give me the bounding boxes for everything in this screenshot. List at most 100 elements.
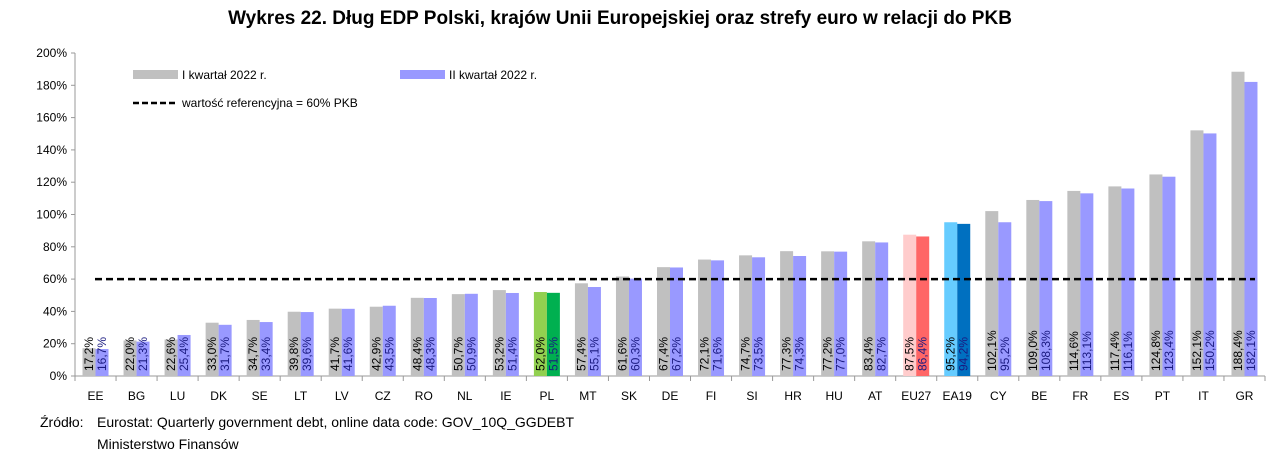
- data-label: 150,2%: [1203, 330, 1217, 371]
- x-tick-label: IT: [1198, 389, 1209, 403]
- bar-IE-s1: [492, 290, 506, 376]
- legend-label-q1: I kwartał 2022 r.: [182, 68, 267, 82]
- data-label: 74,7%: [739, 337, 753, 371]
- x-tick-label: HR: [784, 389, 802, 403]
- y-tick-label: 80%: [43, 240, 67, 254]
- data-label: 108,3%: [1039, 330, 1053, 371]
- bar-HU-s2: [834, 251, 848, 376]
- bar-LU-s1: [164, 339, 178, 376]
- bar-AT-s2: [875, 242, 889, 376]
- legend-label-q2: II kwartał 2022 r.: [449, 68, 537, 82]
- bar-SK-s2: [628, 278, 642, 376]
- bar-SK-s1: [615, 276, 629, 376]
- data-label: 152,1%: [1190, 330, 1204, 371]
- bar-CY-s1: [985, 211, 999, 376]
- bar-RO-s2: [423, 297, 437, 376]
- x-tick-label: HU: [825, 389, 842, 403]
- data-label: 25,4%: [177, 337, 191, 371]
- source-line-1: Eurostat: Quarterly government debt, onl…: [97, 414, 575, 430]
- bar-IE-s2: [505, 292, 519, 376]
- data-label: 114,6%: [1067, 331, 1081, 371]
- x-tick-label: EU27: [901, 389, 931, 403]
- bar-MT-s1: [574, 283, 588, 376]
- data-label: 48,3%: [423, 337, 437, 371]
- data-label: 95,2%: [944, 337, 958, 371]
- data-label: 71,6%: [711, 337, 725, 371]
- bar-LT-s1: [287, 311, 301, 376]
- bar-MT-s2: [587, 287, 601, 376]
- bar-LV-s2: [341, 308, 355, 376]
- data-label: 116,1%: [1121, 331, 1135, 371]
- x-tick-label: PT: [1155, 389, 1171, 403]
- x-tick-label: DE: [662, 389, 679, 403]
- bar-CZ-s2: [382, 305, 396, 376]
- x-tick-label: GR: [1235, 389, 1253, 403]
- data-label: 53,2%: [492, 337, 506, 371]
- data-label: 109,0%: [1026, 330, 1040, 371]
- data-label: 17,2%: [82, 337, 96, 371]
- bar-EE-s1: [82, 348, 96, 376]
- bar-NL-s1: [451, 294, 465, 376]
- bar-LV-s1: [328, 308, 342, 376]
- bar-FR-s2: [1080, 193, 1094, 376]
- data-label: 48,4%: [410, 337, 424, 371]
- bar-GR-s2: [1244, 81, 1258, 376]
- x-tick-label: DK: [210, 389, 227, 403]
- bar-EA19-s1: [944, 222, 958, 376]
- bar-BG-s2: [136, 341, 150, 376]
- x-tick-label: SI: [746, 389, 757, 403]
- data-label: 67,2%: [670, 337, 684, 371]
- bar-EA19-s2: [957, 223, 971, 376]
- bar-SE-s1: [246, 319, 260, 376]
- chart-title: Wykres 22. Dług EDP Polski, krajów Unii …: [228, 8, 1012, 29]
- data-label: 86,4%: [916, 337, 930, 371]
- data-label: 22,0%: [123, 337, 137, 371]
- bar-EU27-s2: [916, 236, 930, 376]
- data-label: 50,7%: [451, 337, 465, 371]
- y-tick-label: 120%: [36, 175, 67, 189]
- bar-DE-s2: [670, 267, 683, 376]
- x-tick-label: MT: [579, 389, 597, 403]
- bar-SE-s2: [259, 322, 273, 376]
- bar-EU27-s1: [903, 234, 917, 376]
- bar-PL-s2: [546, 292, 560, 376]
- bar-FI-s1: [698, 259, 712, 376]
- bar-AT-s1: [862, 241, 876, 376]
- data-label: 94,2%: [957, 337, 971, 371]
- data-label: 74,3%: [793, 337, 807, 371]
- data-label: 77,2%: [821, 337, 835, 371]
- bar-PL-s1: [533, 292, 547, 376]
- data-label: 77,0%: [834, 337, 848, 371]
- bar-BE-s1: [1026, 199, 1040, 376]
- data-label: 87,5%: [903, 337, 917, 371]
- bar-NL-s2: [464, 293, 478, 376]
- bar-PT-s1: [1149, 174, 1163, 376]
- data-label: 102,1%: [985, 330, 999, 371]
- x-tick-label: EE: [88, 389, 104, 403]
- data-label: 41,7%: [328, 337, 342, 371]
- bar-DK-s1: [205, 322, 219, 376]
- y-tick-label: 180%: [36, 78, 67, 92]
- y-tick-label: 20%: [43, 337, 67, 351]
- x-tick-label: FR: [1072, 389, 1088, 403]
- x-tick-label: ES: [1113, 389, 1129, 403]
- data-label: 51,5%: [546, 337, 560, 371]
- data-label: 67,4%: [657, 337, 671, 371]
- x-tick-label: IE: [500, 389, 511, 403]
- bar-DE-s1: [657, 267, 670, 376]
- y-tick-label: 140%: [36, 143, 67, 157]
- bar-SI-s1: [739, 255, 753, 376]
- bar-HU-s1: [821, 251, 835, 376]
- bar-IT-s1: [1190, 130, 1204, 376]
- bar-RO-s1: [410, 297, 424, 376]
- x-tick-label: CZ: [375, 389, 391, 403]
- x-tick-label: SE: [252, 389, 268, 403]
- data-label: 34,7%: [246, 337, 260, 371]
- x-tick-label: CY: [990, 389, 1007, 403]
- x-tick-label: FI: [706, 389, 717, 403]
- x-tick-label: LU: [170, 389, 185, 403]
- x-tick-label: SK: [621, 389, 637, 403]
- bar-LT-s2: [300, 312, 314, 376]
- data-label: 57,4%: [574, 337, 588, 371]
- data-label: 41,6%: [341, 337, 355, 371]
